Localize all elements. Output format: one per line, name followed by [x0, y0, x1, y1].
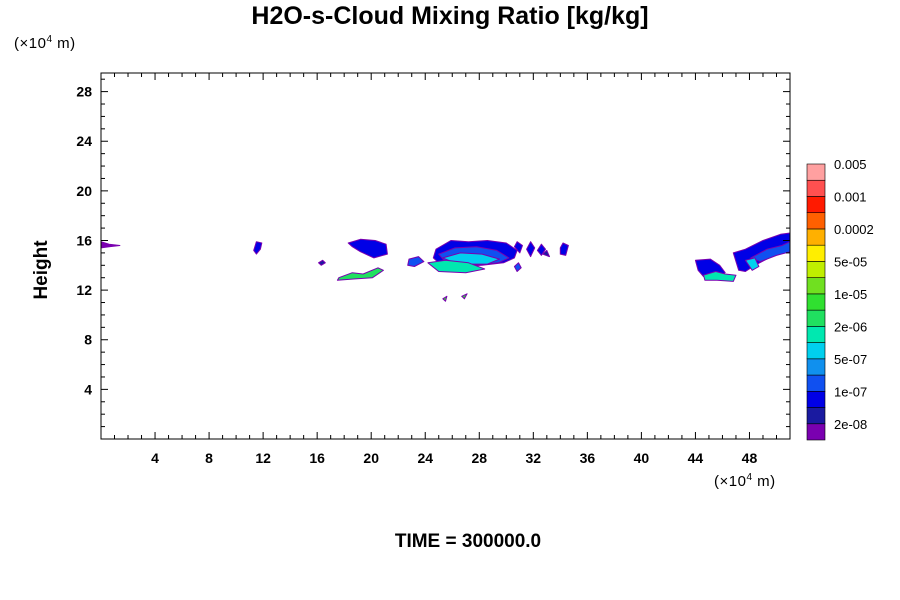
- x-tick-label: 4: [151, 450, 159, 466]
- colorbar-label: 5e-07: [834, 352, 867, 367]
- x-tick-label: 28: [471, 450, 487, 466]
- colorbar-swatch-11: [806, 244, 826, 262]
- cloud-region-1: [253, 241, 263, 255]
- colorbar-swatch-10: [806, 261, 826, 278]
- x-tick-label: 16: [309, 450, 325, 466]
- colorbar-label: 5e-05: [834, 254, 867, 269]
- x-tick-label: 44: [688, 450, 704, 466]
- x-tick-label: 36: [580, 450, 596, 466]
- cloud-region-22: [744, 257, 760, 271]
- x-tick-label: 32: [526, 450, 542, 466]
- cloud-region-17: [461, 293, 468, 300]
- colorbar-swatch-1: [806, 407, 826, 425]
- colorbar-swatch-16: [806, 163, 826, 181]
- colorbar-label: 2e-06: [834, 319, 867, 334]
- x-tick-label: 8: [205, 450, 213, 466]
- colorbar-swatch-2: [806, 390, 826, 408]
- y-tick-label: 4: [84, 381, 92, 397]
- cloud-region-21: [750, 241, 790, 263]
- x-tick-label: 48: [742, 450, 758, 466]
- colorbar-swatch-15: [806, 179, 826, 197]
- x-axis-unit: (×104 m): [714, 472, 776, 490]
- cloud-region-5: [407, 256, 425, 267]
- colorbar-swatch-9: [806, 277, 826, 295]
- cloud-region-11: [526, 241, 536, 258]
- colorbar-swatch-4: [806, 358, 826, 376]
- x-tick-label: 24: [417, 450, 433, 466]
- y-tick-label: 20: [76, 183, 92, 199]
- colorbar-swatch-8: [806, 293, 826, 311]
- colorbar-swatch-5: [806, 342, 826, 360]
- colorbar-label: 1e-05: [834, 287, 867, 302]
- colorbar-label: 0.0002: [834, 222, 874, 237]
- colorbar-swatch-6: [806, 326, 826, 343]
- y-tick-label: 8: [84, 332, 92, 348]
- cloud-region-16: [442, 295, 448, 302]
- y-tick-label: 16: [76, 232, 92, 248]
- cloud-region-13: [513, 262, 522, 272]
- colorbar-swatch-13: [806, 212, 826, 230]
- x-tick-label: 20: [363, 450, 379, 466]
- chart-title: H2O-s-Cloud Mixing Ratio [kg/kg]: [251, 2, 649, 30]
- colorbar-swatch-0: [806, 423, 826, 441]
- x-tick-label: 12: [255, 450, 271, 466]
- cloud-region-2: [347, 238, 388, 259]
- cloud-region-19: [703, 271, 737, 282]
- cloud-region-0: [101, 241, 121, 249]
- colorbar-label: 0.005: [834, 157, 867, 172]
- colorbar-swatch-3: [806, 374, 826, 392]
- cloud-region-12: [536, 243, 546, 256]
- colorbar-swatch-7: [806, 309, 826, 327]
- cloud-region-9: [427, 259, 486, 274]
- colorbar-label: 0.001: [834, 189, 867, 204]
- cloud-region-14: [559, 242, 569, 256]
- colorbar-label: 2e-08: [834, 417, 867, 432]
- cloud-field: [101, 232, 790, 302]
- y-tick-label: 28: [76, 84, 92, 100]
- cloud-region-10: [513, 241, 523, 254]
- cloud-region-15: [542, 249, 550, 258]
- y-tick-label: 12: [76, 282, 92, 298]
- cloud-region-4: [336, 267, 384, 281]
- time-label: TIME = 300000.0: [394, 531, 542, 552]
- colorbar-swatch-14: [806, 196, 826, 214]
- y-axis-unit: (×104 m): [14, 34, 76, 52]
- y-tick-label: 24: [76, 133, 92, 149]
- x-tick-label: 40: [634, 450, 650, 466]
- colorbar-label: 1e-07: [834, 384, 867, 399]
- cloud-region-3: [318, 259, 326, 266]
- colorbar-swatch-12: [806, 228, 826, 246]
- plot-frame: [100, 72, 791, 440]
